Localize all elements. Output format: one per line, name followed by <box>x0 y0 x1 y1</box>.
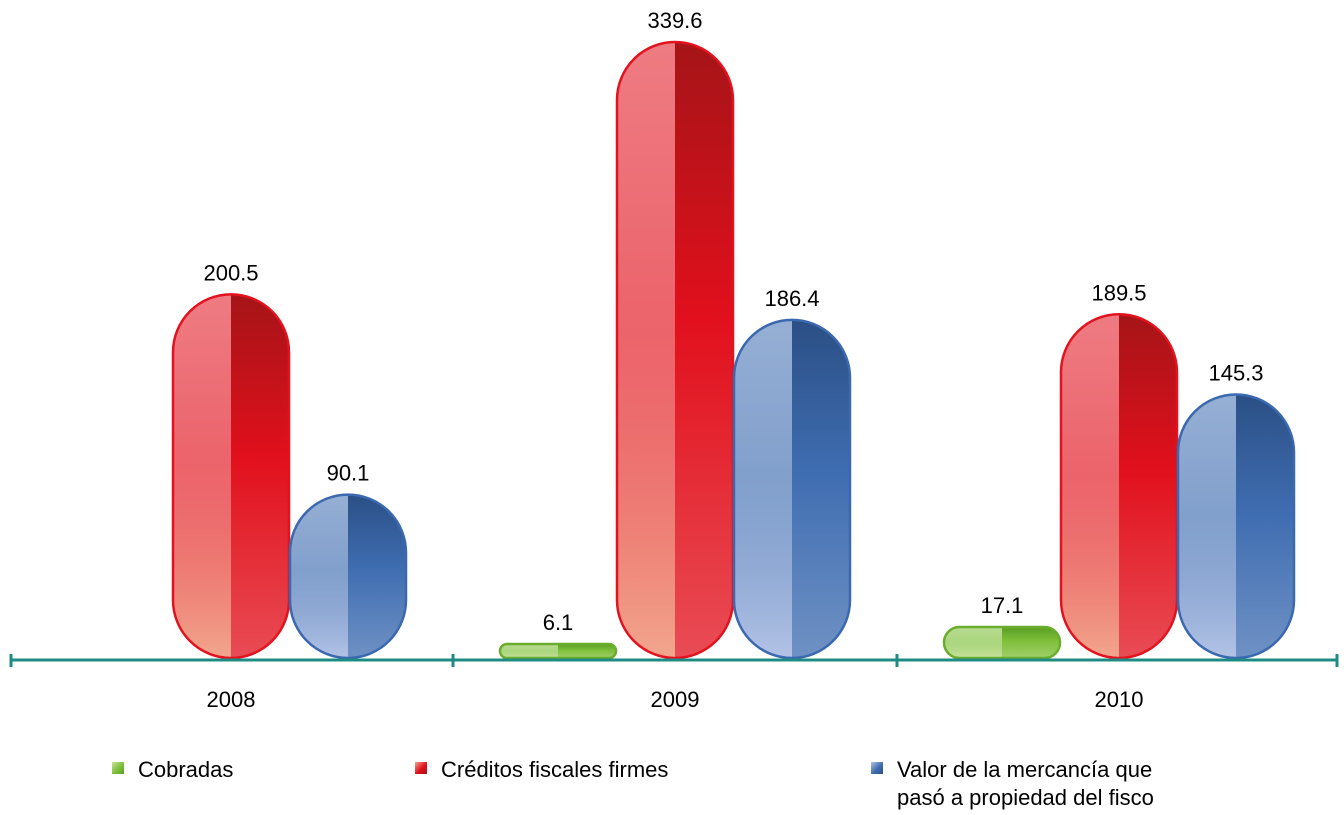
bar-creditos-2009 <box>615 40 735 660</box>
bar-outline <box>1176 393 1296 660</box>
bar-right-half <box>558 644 616 658</box>
data-label-creditos-2010: 189.5 <box>1091 280 1146 305</box>
bar-outline <box>942 625 1062 660</box>
legend-item-cobradas: Cobradas <box>112 756 233 784</box>
bar-right-half <box>675 42 733 658</box>
legend-swatch-creditos <box>415 762 427 774</box>
x-axis: 2008 2009 2010 <box>9 654 1339 712</box>
bar-left-half <box>617 42 675 658</box>
bars-layer <box>171 40 1296 660</box>
legend-item-creditos: Créditos fiscales firmes <box>415 756 668 784</box>
bar-cobradas-2009 <box>498 642 618 660</box>
legend-label-valor: Valor de la mercancía que pasó a propied… <box>897 756 1154 812</box>
bar-left-half <box>500 644 558 658</box>
data-label-valor-2010: 145.3 <box>1208 360 1263 385</box>
data-label-creditos-2009: 339.6 <box>647 8 702 33</box>
bar-valor-2008 <box>288 493 408 660</box>
legend-label-valor-line2: pasó a propiedad del fisco <box>897 785 1154 810</box>
legend-label-valor-line1: Valor de la mercancía que <box>897 757 1153 782</box>
x-tick-label-2009: 2009 <box>651 687 700 712</box>
data-label-creditos-2008: 200.5 <box>203 260 258 285</box>
bar-left-half <box>290 494 348 658</box>
legend-item-valor: Valor de la mercancía que pasó a propied… <box>871 756 1154 812</box>
value-labels-layer: 6.1 17.1 200.5 339.6 189.5 90.1 186.4 145.3 <box>203 8 1263 635</box>
bar-left-half <box>173 294 231 658</box>
data-label-cobradas-2009: 6.1 <box>543 610 574 635</box>
x-tick-label-2010: 2010 <box>1095 687 1144 712</box>
legend-label-creditos: Créditos fiscales firmes <box>441 757 669 782</box>
bar-creditos-2010 <box>1059 313 1179 660</box>
data-label-cobradas-2010: 17.1 <box>981 593 1024 618</box>
data-label-valor-2008: 90.1 <box>327 461 370 486</box>
legend-swatch-valor <box>871 762 883 774</box>
bar-right-half <box>792 319 850 658</box>
bar-right-half <box>348 494 406 658</box>
bar-right-half <box>1236 394 1294 658</box>
bar-left-half <box>1178 394 1236 658</box>
bar-right-half <box>1119 314 1177 658</box>
bar-valor-2009 <box>732 318 852 660</box>
legend-swatch-cobradas <box>112 762 124 774</box>
bar-outline <box>615 40 735 660</box>
bar-outline <box>171 293 291 660</box>
bar-right-half <box>231 294 289 658</box>
bar-right-half <box>1002 626 1060 658</box>
x-tick-label-2008: 2008 <box>207 687 256 712</box>
bar-left-half <box>944 626 1002 658</box>
bar-creditos-2008 <box>171 293 291 660</box>
legend-label-cobradas: Cobradas <box>138 757 234 782</box>
bar-left-half <box>1061 314 1119 658</box>
bar-left-half <box>734 319 792 658</box>
data-label-valor-2009: 186.4 <box>764 286 819 311</box>
bar-outline <box>498 642 618 660</box>
bar-cobradas-2010 <box>942 625 1062 660</box>
bar-outline <box>732 318 852 660</box>
legend: Cobradas Créditos fiscales firmes Valor … <box>0 756 1344 815</box>
bar-outline <box>288 493 408 660</box>
chart-plot: 6.1 17.1 200.5 339.6 189.5 90.1 186.4 145.3 200… <box>9 8 1339 712</box>
bar-valor-2010 <box>1176 393 1296 660</box>
